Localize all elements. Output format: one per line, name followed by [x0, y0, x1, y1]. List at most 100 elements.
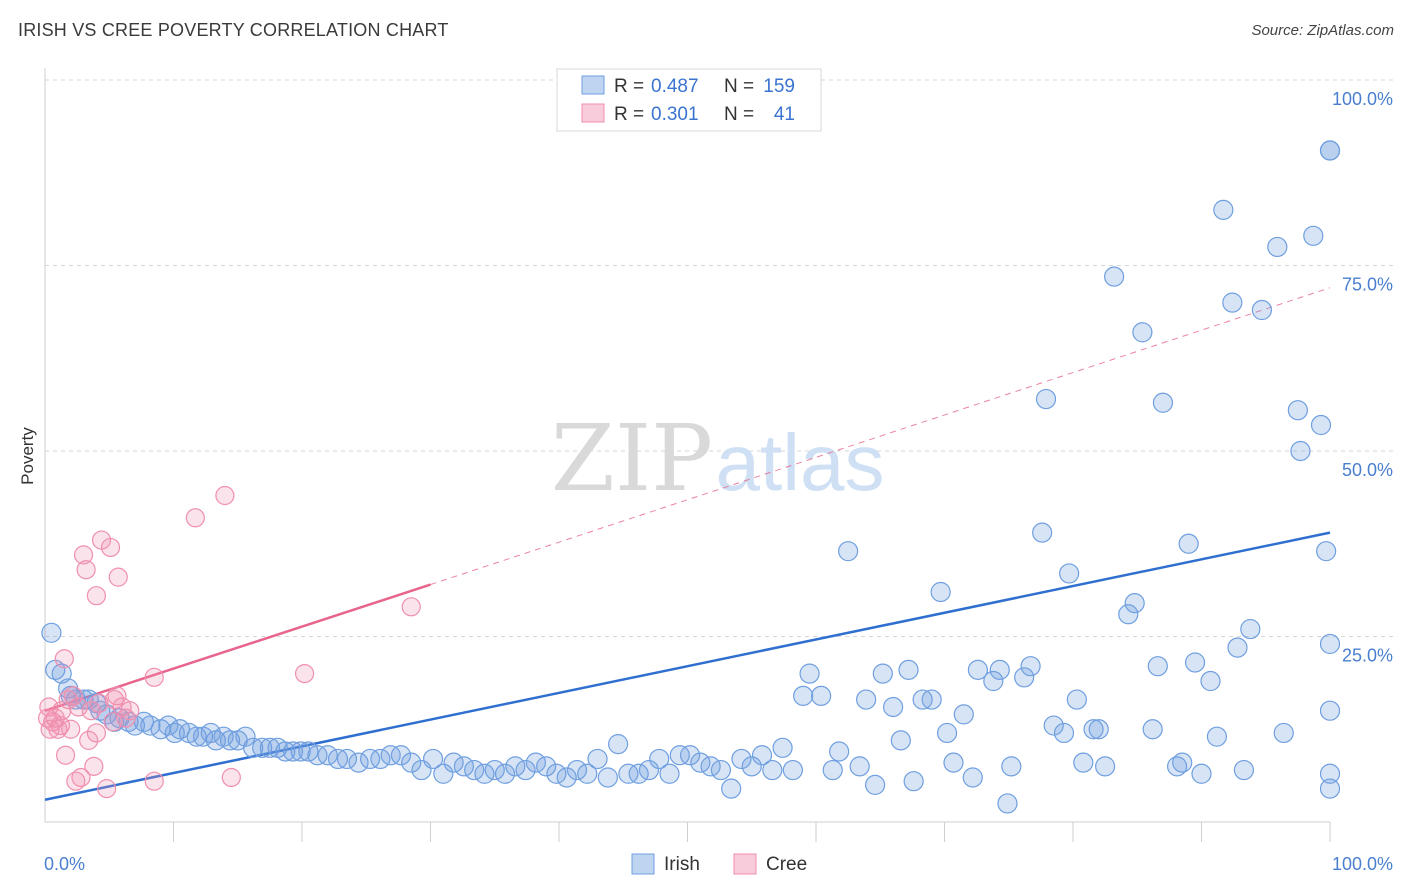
irish-point	[566, 759, 588, 781]
irish-point	[849, 756, 870, 777]
irish-point	[659, 763, 680, 784]
irish-point	[1083, 719, 1104, 740]
cree-point	[81, 701, 101, 721]
irish-point	[793, 685, 814, 706]
irish-point	[484, 759, 505, 781]
cree-point	[97, 779, 117, 799]
irish-point	[259, 737, 280, 758]
irish-point	[1290, 440, 1311, 462]
irish-point	[731, 748, 752, 770]
cree-point	[61, 719, 81, 739]
irish-point	[597, 767, 618, 788]
axes	[44, 68, 1331, 842]
irish-point	[967, 659, 989, 680]
cree-point	[63, 686, 83, 706]
irish-point	[649, 748, 670, 770]
cree-point	[103, 712, 123, 732]
cree-point	[120, 701, 140, 721]
watermark: ZIP atlas	[551, 405, 885, 512]
cree-point	[144, 667, 164, 687]
irish-point	[1319, 700, 1341, 721]
cree-point	[39, 697, 59, 717]
irish-point	[936, 722, 958, 744]
irish-point	[1310, 414, 1332, 436]
irish-point	[1104, 266, 1125, 287]
irish-point	[1233, 759, 1255, 781]
irish-point	[1172, 752, 1193, 773]
irish-point	[494, 763, 516, 784]
irish-point	[307, 745, 328, 766]
irish-point	[700, 756, 721, 777]
irish-r-value: 0.487	[651, 76, 699, 97]
irish-point	[546, 763, 567, 784]
irish-point	[536, 756, 557, 777]
bottom-legend-cree-label: Cree	[766, 854, 807, 875]
irish-point	[433, 763, 454, 784]
irish-point	[41, 622, 62, 643]
irish-point	[1132, 322, 1153, 343]
irish-point	[1095, 756, 1116, 777]
cree-n-value: 41	[774, 104, 795, 125]
irish-point	[1184, 652, 1206, 673]
irish-point	[1206, 726, 1228, 747]
bottom-legend-cree-swatch	[733, 853, 757, 875]
irish-point	[782, 759, 803, 781]
irish-point	[577, 763, 598, 784]
irish-point	[669, 745, 690, 766]
irish-point	[608, 733, 629, 755]
irish-point	[1142, 719, 1163, 740]
cree-point	[54, 649, 74, 669]
irish-point	[822, 759, 843, 781]
irish-point	[1287, 400, 1308, 421]
irish-point	[1178, 533, 1199, 554]
irish-point	[1319, 633, 1341, 655]
cree-point	[185, 508, 205, 528]
cree-point	[86, 723, 107, 743]
irish-point	[390, 745, 412, 766]
irish-point	[799, 663, 820, 684]
cree-point	[71, 767, 91, 788]
irish-point	[1073, 752, 1094, 773]
irish-point	[505, 756, 526, 777]
irish-point	[1059, 563, 1080, 584]
irish-point	[721, 778, 742, 799]
irish-point	[1066, 689, 1087, 710]
irish-point	[811, 685, 832, 706]
irish-point	[1152, 392, 1174, 413]
x-tick-label: 0.0%	[44, 854, 85, 874]
cree-point	[55, 745, 76, 765]
irish-point	[1222, 292, 1243, 313]
irish-point	[710, 759, 732, 781]
cree-point	[221, 767, 241, 788]
cree-point	[40, 719, 60, 739]
irish-point	[235, 726, 256, 747]
irish-point	[252, 737, 273, 758]
irish-point	[762, 759, 783, 781]
irish-point	[838, 541, 859, 562]
stats-legend: R = 0.487 N = 159 R = 0.301 N = 41	[556, 68, 822, 132]
irish-point	[1124, 593, 1145, 614]
cree-point	[73, 545, 94, 565]
cree-point	[89, 693, 109, 713]
irish-point	[983, 670, 1004, 692]
cree-r-value: 0.301	[651, 104, 699, 125]
irish-point	[890, 730, 911, 751]
irish-point	[1319, 763, 1341, 784]
irish-point	[690, 752, 711, 773]
y-tick-label: 25.0%	[1342, 646, 1393, 666]
irish-point	[829, 741, 850, 762]
cree-point	[104, 689, 124, 710]
irish-legend-swatch	[581, 75, 605, 95]
irish-point	[1001, 756, 1022, 777]
cree-point	[144, 771, 164, 791]
irish-point	[679, 745, 701, 766]
bottom-legend-irish-label: Irish	[664, 854, 700, 875]
cree-trend-line	[44, 583, 431, 712]
irish-points	[41, 140, 1341, 814]
irish-point	[989, 659, 1010, 680]
cree-point	[215, 485, 235, 506]
irish-point	[1014, 667, 1035, 688]
irish-point	[772, 737, 793, 758]
irish-point	[1319, 140, 1341, 161]
irish-point	[741, 756, 762, 777]
